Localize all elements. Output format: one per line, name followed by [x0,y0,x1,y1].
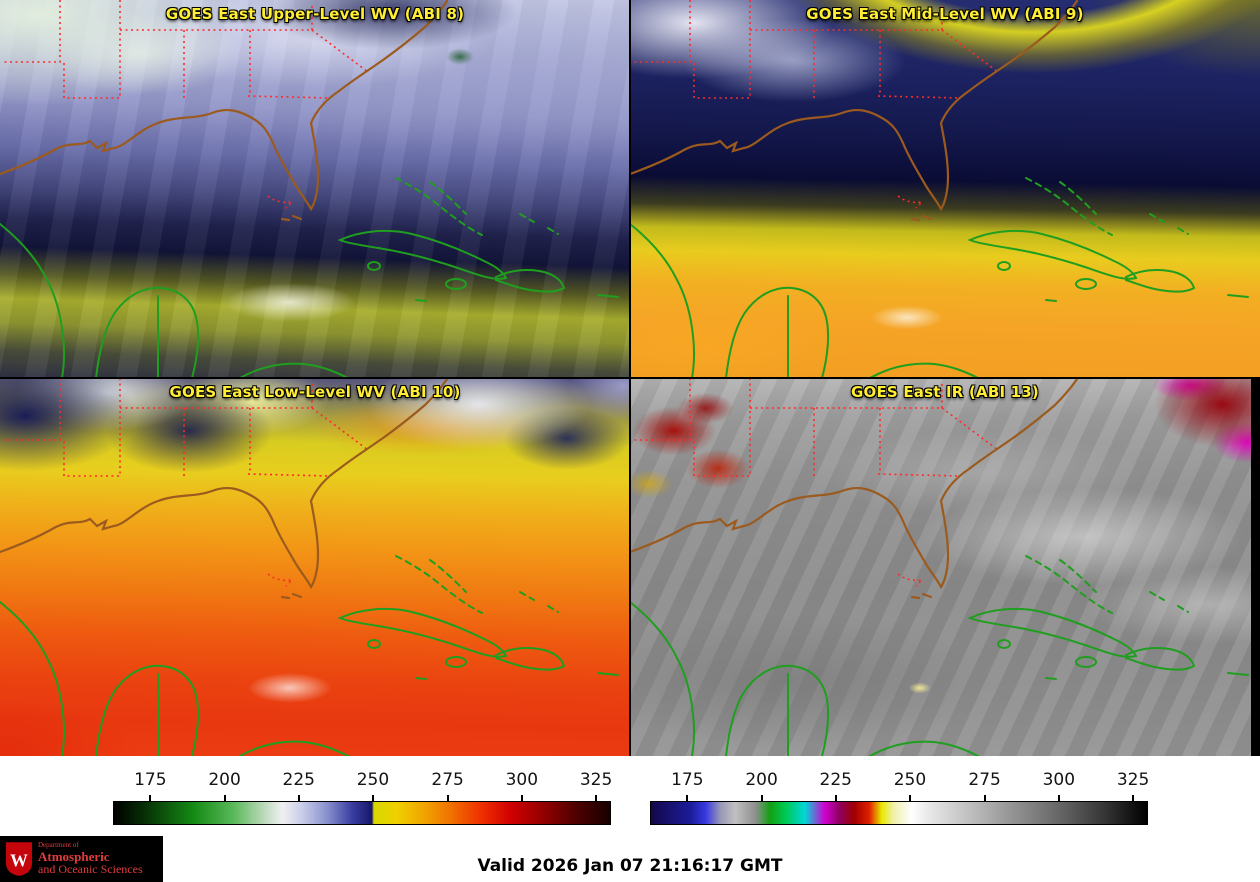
panel-divider-vertical [629,0,631,756]
colorbar-tick-label: 275 [968,770,1001,790]
colorbar-tick [595,795,598,801]
wv-colorbar-gradient [113,801,611,825]
panel-upper-level-wv: GOES East Upper-Level WV (ABI 8) [0,0,630,378]
wv-colorbar: 175 200 225 250 275 300 325 [113,770,612,826]
coastline-overlay [630,378,1250,756]
panel-title-abi13: GOES East IR (ABI 13) [850,383,1039,401]
svg-text:W: W [10,850,28,870]
colorbar-tick-label: 325 [579,770,613,790]
logo-name-line1: Atmospheric [38,848,110,864]
uw-crest-icon: W [5,842,33,876]
colorbar-tick-label: 225 [819,770,852,790]
colorbar-tick [760,795,763,801]
colorbar-tick-label: 250 [356,770,390,790]
colorbar-tick [834,795,837,801]
colorbar-tick-label: 300 [1042,770,1076,790]
colorbar-tick-label: 200 [745,770,778,790]
colorbar-tick-label: 175 [134,770,167,790]
panel-ir: GOES East IR (ABI 13) [630,378,1260,756]
colorbar-tick [223,795,226,801]
colorbar-tick [520,795,523,801]
panel-mid-level-wv: GOES East Mid-Level WV (ABI 9) [630,0,1260,378]
colorbar-tick [1057,795,1060,801]
logo-department-line: Department of [38,841,79,850]
colorbar-tick [149,795,152,801]
panel-grid: GOES East Upper-Level WV (ABI 8) GOES Ea… [0,0,1260,756]
colorbar-tick-label: 300 [505,770,539,790]
colorbar-tick [686,795,689,801]
colorbar-tick [983,795,986,801]
panel-title-abi10: GOES East Low-Level WV (ABI 10) [169,383,461,401]
colorbar-tick [371,795,374,801]
panel-low-level-wv: GOES East Low-Level WV (ABI 10) [0,378,630,756]
ir-colorbar-gradient [650,801,1148,825]
colorbar-tick [908,795,911,801]
colorbar-tick-label: 200 [208,770,241,790]
panel-title-abi9: GOES East Mid-Level WV (ABI 9) [806,5,1084,23]
coastline-overlay [630,0,1250,378]
colorbar-tick [1132,795,1135,801]
valid-timestamp: Valid 2026 Jan 07 21:16:17 GMT [477,856,783,876]
coastline-overlay [0,378,620,756]
aos-logo: W Department of Atmospheric and Oceanic … [0,836,163,882]
panel-title-abi8: GOES East Upper-Level WV (ABI 8) [165,5,465,23]
colorbar-tick [446,795,449,801]
colorbar-tick-label: 175 [671,770,704,790]
colorbar-tick [297,795,300,801]
colorbar-tick-label: 225 [282,770,315,790]
colorbar-tick-label: 275 [431,770,464,790]
ir-panel-black-margin [1251,378,1260,756]
logo-name-line2: and Oceanic Sciences [38,862,143,877]
aos-logo-text: Department of Atmospheric and Oceanic Sc… [38,841,143,877]
ir-colorbar: 175 200 225 250 275 300 325 [650,770,1149,826]
colorbar-tick-label: 325 [1116,770,1150,790]
coastline-overlay [0,0,620,378]
colorbar-tick-label: 250 [893,770,927,790]
